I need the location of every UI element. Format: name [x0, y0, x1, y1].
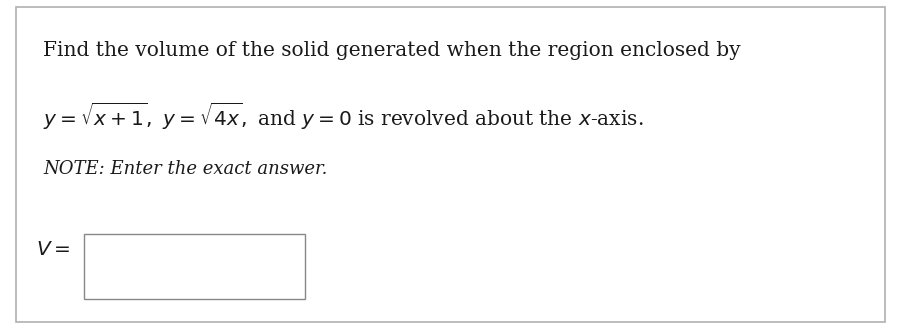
- FancyBboxPatch shape: [84, 234, 305, 299]
- Text: $y = \sqrt{x+1},\ y = \sqrt{4x},$ and $y = 0$ is revolved about the $x$-axis.: $y = \sqrt{x+1},\ y = \sqrt{4x},$ and $y…: [43, 101, 643, 132]
- Text: NOTE: Enter the exact answer.: NOTE: Enter the exact answer.: [43, 160, 327, 178]
- FancyBboxPatch shape: [16, 7, 884, 322]
- Text: $V =$: $V =$: [36, 240, 70, 259]
- Text: Find the volume of the solid generated when the region enclosed by: Find the volume of the solid generated w…: [43, 41, 741, 60]
